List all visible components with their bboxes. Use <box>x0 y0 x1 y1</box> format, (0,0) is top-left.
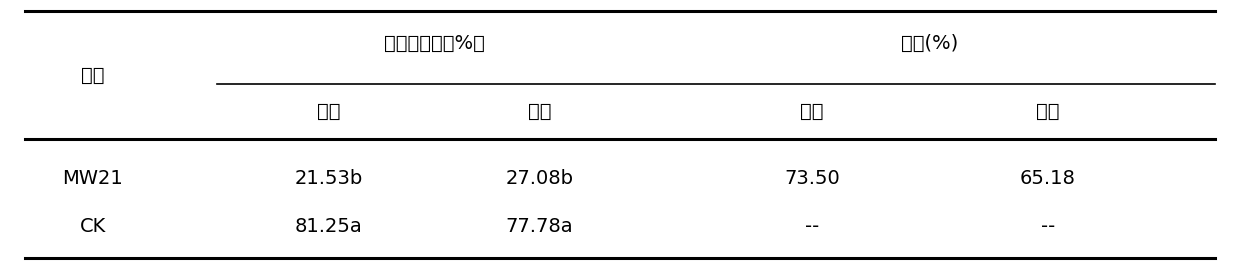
Text: --: -- <box>1040 217 1055 236</box>
Text: 处理: 处理 <box>82 65 104 84</box>
Text: 防效(%): 防效(%) <box>901 34 959 53</box>
Text: 葡萄: 葡萄 <box>1037 102 1059 121</box>
Text: 21.53b: 21.53b <box>294 169 363 188</box>
Text: 65.18: 65.18 <box>1019 169 1076 188</box>
Text: MW21: MW21 <box>63 169 123 188</box>
Text: 81.25a: 81.25a <box>295 217 362 236</box>
Text: CK: CK <box>79 217 107 236</box>
Text: 27.08b: 27.08b <box>506 169 573 188</box>
Text: 葡萄: 葡萄 <box>528 102 551 121</box>
Text: 苹果: 苹果 <box>317 102 340 121</box>
Text: 77.78a: 77.78a <box>506 217 573 236</box>
Text: 苹果: 苹果 <box>801 102 823 121</box>
Text: --: -- <box>805 217 820 236</box>
Text: 73.50: 73.50 <box>785 169 839 188</box>
Text: 病害严重度（%）: 病害严重度（%） <box>383 34 485 53</box>
